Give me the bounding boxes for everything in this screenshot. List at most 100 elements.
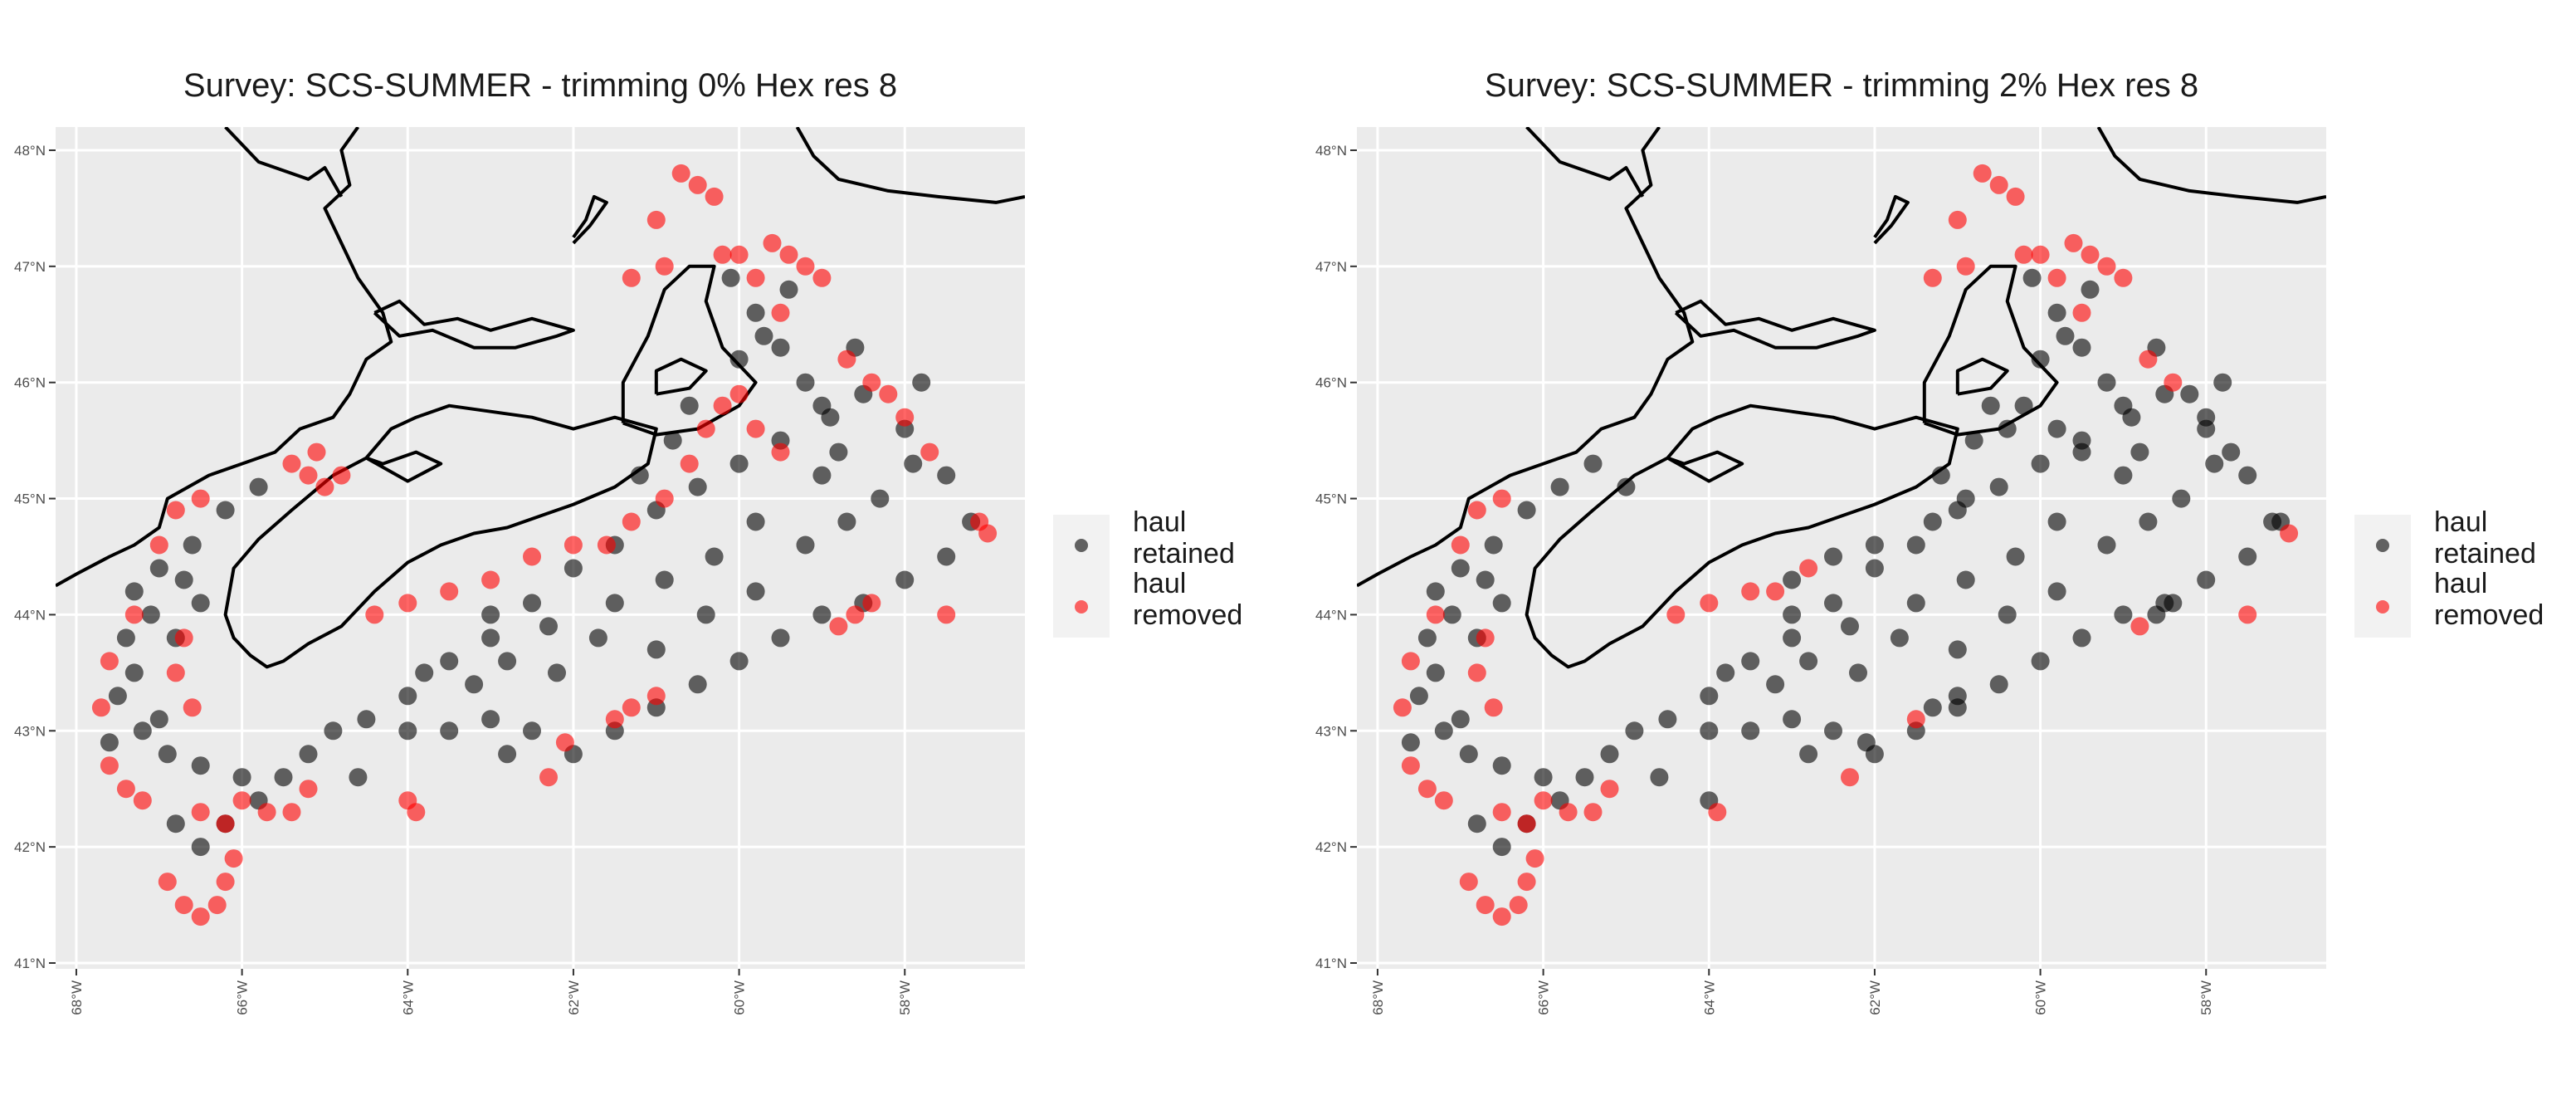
- haul-removed-point: [2139, 350, 2158, 369]
- haul-retained-point: [158, 745, 177, 764]
- haul-removed-point: [183, 698, 202, 717]
- haul-retained-point: [1923, 512, 1942, 531]
- haul-retained-point: [2031, 652, 2050, 671]
- haul-removed-point: [729, 384, 749, 403]
- haul-retained-point: [2180, 384, 2199, 403]
- haul-removed-point: [1401, 756, 1420, 775]
- haul-retained-point: [1534, 768, 1553, 787]
- haul-removed-point: [1434, 791, 1453, 810]
- haul-removed-point: [2097, 257, 2116, 276]
- haul-retained-point: [1417, 628, 1437, 648]
- haul-removed-point: [862, 373, 881, 392]
- haul-removed-point: [646, 687, 666, 706]
- haul-retained-point: [465, 675, 484, 694]
- haul-removed-point: [746, 268, 765, 287]
- haul-removed-point: [771, 303, 790, 322]
- haul-removed-point: [729, 245, 749, 264]
- haul-removed-point: [1559, 803, 1578, 822]
- haul-retained-point: [937, 466, 956, 485]
- haul-removed-point: [2031, 245, 2050, 264]
- haul-removed-point: [307, 442, 326, 462]
- haul-retained-point: [1989, 675, 2008, 694]
- haul-removed-point: [1517, 814, 1536, 834]
- haul-retained-point: [729, 350, 749, 369]
- haul-removed-point: [1799, 559, 1818, 578]
- haul-retained-point: [1799, 745, 1818, 764]
- haul-retained-point: [771, 628, 790, 648]
- y-tick-label: 42°N: [14, 839, 46, 855]
- haul-retained-point: [1799, 652, 1818, 671]
- haul-removed-point: [1401, 652, 1420, 671]
- coastline: [654, 357, 708, 396]
- haul-removed-point: [2114, 268, 2133, 287]
- haul-retained-point: [663, 431, 682, 450]
- coastline: [1955, 357, 2009, 396]
- haul-retained-point: [1783, 628, 1802, 648]
- haul-retained-point: [1600, 745, 1619, 764]
- haul-retained-point: [2097, 373, 2116, 392]
- x-tick-label: 58°W: [897, 980, 913, 1015]
- haul-retained-point: [779, 280, 798, 299]
- haul-removed-point: [191, 803, 210, 822]
- haul-removed-point: [1417, 780, 1437, 799]
- haul-retained-point: [1409, 687, 1428, 706]
- haul-retained-point: [2097, 535, 2116, 555]
- haul-retained-point: [812, 605, 832, 624]
- haul-retained-point: [1824, 721, 1842, 741]
- haul-removed-point: [1467, 501, 1486, 520]
- haul-retained-point: [1981, 396, 2000, 415]
- coastline: [1666, 450, 1744, 483]
- x-tick-label: 68°W: [1370, 980, 1386, 1015]
- haul-removed-point: [2280, 524, 2299, 543]
- haul-retained-point: [2031, 454, 2050, 473]
- haul-retained-point: [149, 710, 168, 729]
- x-tick-label: 60°W: [732, 980, 748, 1015]
- haul-retained-point: [1575, 768, 1594, 787]
- haul-retained-point: [680, 396, 699, 415]
- haul-retained-point: [1865, 535, 1884, 555]
- haul-retained-point: [2130, 442, 2149, 462]
- haul-removed-point: [224, 849, 243, 868]
- haul-removed-point: [1484, 698, 1503, 717]
- haul-retained-point: [688, 675, 707, 694]
- haul-removed-point: [796, 257, 815, 276]
- haul-retained-point: [357, 710, 376, 729]
- y-tick-label: 45°N: [1315, 491, 1347, 507]
- haul-removed-point: [1989, 175, 2008, 194]
- y-tick-label: 41°N: [1315, 956, 1347, 971]
- haul-removed-point: [1492, 803, 1511, 822]
- haul-retained-point: [1451, 559, 1470, 578]
- haul-retained-point: [2197, 408, 2216, 427]
- haul-retained-point: [2072, 628, 2091, 648]
- haul-retained-point: [1766, 675, 1785, 694]
- coastline: [2096, 127, 2326, 204]
- haul-retained-point: [630, 466, 649, 485]
- map-panel-2: Survey: SCS-SUMMER - trimming 2% Hex res…: [1315, 67, 2544, 1015]
- haul-removed-point: [1451, 535, 1470, 555]
- haul-retained-point: [174, 570, 193, 589]
- haul-retained-point: [2047, 419, 2066, 438]
- haul-removed-point: [133, 791, 152, 810]
- haul-retained-point: [1906, 535, 1925, 555]
- haul-removed-point: [365, 605, 384, 624]
- haul-removed-point: [655, 489, 674, 508]
- haul-retained-point: [2047, 582, 2066, 601]
- haul-removed-point: [299, 780, 318, 799]
- coastline: [365, 450, 443, 483]
- haul-removed-point: [166, 663, 185, 682]
- haul-retained-point: [1426, 582, 1445, 601]
- haul-retained-point: [2114, 466, 2133, 485]
- haul-retained-point: [1550, 477, 1569, 496]
- haul-removed-point: [1666, 605, 1686, 624]
- haul-retained-point: [746, 582, 765, 601]
- haul-retained-point: [481, 605, 500, 624]
- haul-retained-point: [523, 721, 541, 741]
- haul-removed-point: [116, 780, 135, 799]
- haul-retained-point: [2238, 466, 2257, 485]
- haul-retained-point: [2081, 280, 2100, 299]
- y-tick-label: 41°N: [14, 956, 46, 971]
- haul-removed-point: [1525, 849, 1544, 868]
- haul-removed-point: [539, 768, 558, 787]
